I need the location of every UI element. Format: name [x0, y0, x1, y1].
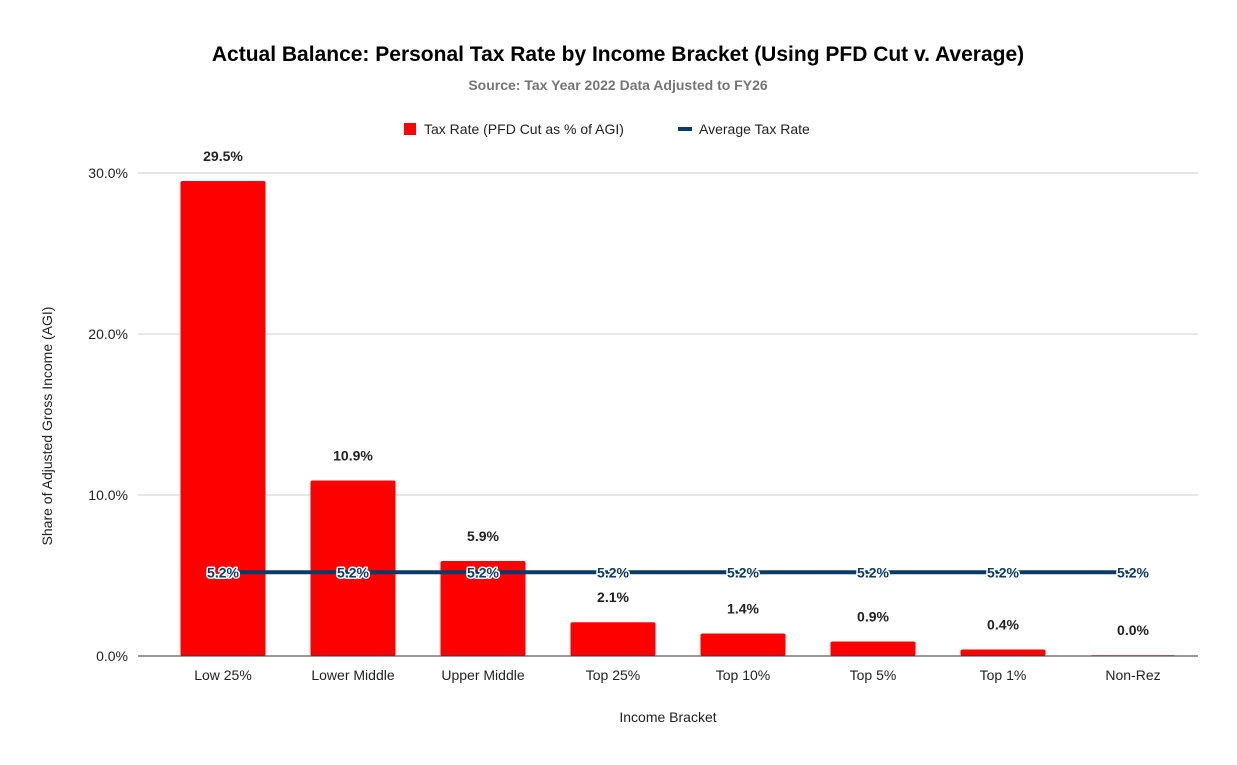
- bar-value-label: 0.9%: [857, 609, 889, 625]
- bar-value-label: 29.5%: [203, 148, 243, 164]
- y-axis-ticks: 0.0% 10.0% 20.0% 30.0%: [88, 165, 128, 664]
- bar-value-label: 2.1%: [597, 589, 629, 605]
- bar-value-label: 10.9%: [333, 448, 373, 464]
- x-tick-label: Non-Rez: [1105, 667, 1160, 683]
- bar: [440, 561, 526, 656]
- x-tick-label: Top 1%: [980, 667, 1027, 683]
- line-value-label: 5.2%: [987, 564, 1019, 580]
- bar: [180, 181, 266, 657]
- x-axis-title: Income Bracket: [619, 709, 716, 725]
- chart-subtitle: Source: Tax Year 2022 Data Adjusted to F…: [468, 77, 768, 93]
- bar-value-label: 1.4%: [727, 600, 759, 616]
- line-value-label: 5.2%: [207, 564, 239, 580]
- legend-swatch-bar: [404, 123, 416, 135]
- line-value-label: 5.2%: [857, 564, 889, 580]
- x-tick-label: Top 25%: [586, 667, 640, 683]
- y-tick-label: 20.0%: [88, 326, 128, 342]
- line-value-label: 5.2%: [337, 564, 369, 580]
- y-axis-title: Share of Adjusted Gross Income (AGI): [39, 307, 55, 546]
- chart-title: Actual Balance: Personal Tax Rate by Inc…: [212, 43, 1024, 66]
- y-tick-label: 10.0%: [88, 487, 128, 503]
- bar-value-label: 0.4%: [987, 617, 1019, 633]
- x-tick-label: Lower Middle: [311, 667, 394, 683]
- line-value-label: 5.2%: [1117, 564, 1149, 580]
- x-tick-label: Low 25%: [194, 667, 252, 683]
- line-labels: 5.2% 5.2% 5.2% 5.2% 5.2% 5.2% 5.2% 5.2%: [206, 563, 1151, 582]
- bar: [830, 641, 916, 656]
- y-tick-label: 30.0%: [88, 165, 128, 181]
- bar: [310, 480, 396, 656]
- x-tick-label: Top 10%: [716, 667, 770, 683]
- bar-labels: 29.5% 10.9% 5.9% 2.1% 1.4% 0.9% 0.4% 0.0%: [203, 148, 1149, 638]
- bar-value-label: 5.9%: [467, 528, 499, 544]
- bar: [570, 622, 656, 656]
- x-axis-ticks: Low 25% Lower Middle Upper Middle Top 25% To…: [194, 667, 1160, 683]
- x-tick-label: Top 5%: [850, 667, 897, 683]
- legend-label-bar: Tax Rate (PFD Cut as % of AGI): [424, 121, 624, 137]
- line-value-label: 5.2%: [467, 564, 499, 580]
- line-value-label: 5.2%: [727, 564, 759, 580]
- line-value-label: 5.2%: [597, 564, 629, 580]
- legend-label-line: Average Tax Rate: [699, 121, 810, 137]
- bar-value-label: 0.0%: [1117, 622, 1149, 638]
- bar: [700, 633, 786, 656]
- gridlines: [138, 172, 1198, 496]
- y-tick-label: 0.0%: [96, 648, 128, 664]
- bars: [180, 181, 1176, 657]
- bar: [960, 649, 1046, 656]
- legend: Tax Rate (PFD Cut as % of AGI) Average T…: [404, 121, 810, 137]
- x-tick-label: Upper Middle: [441, 667, 524, 683]
